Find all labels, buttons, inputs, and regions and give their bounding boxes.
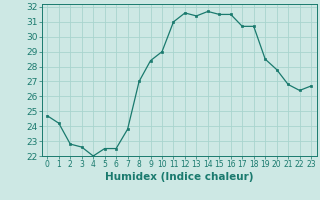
X-axis label: Humidex (Indice chaleur): Humidex (Indice chaleur) [105,172,253,182]
